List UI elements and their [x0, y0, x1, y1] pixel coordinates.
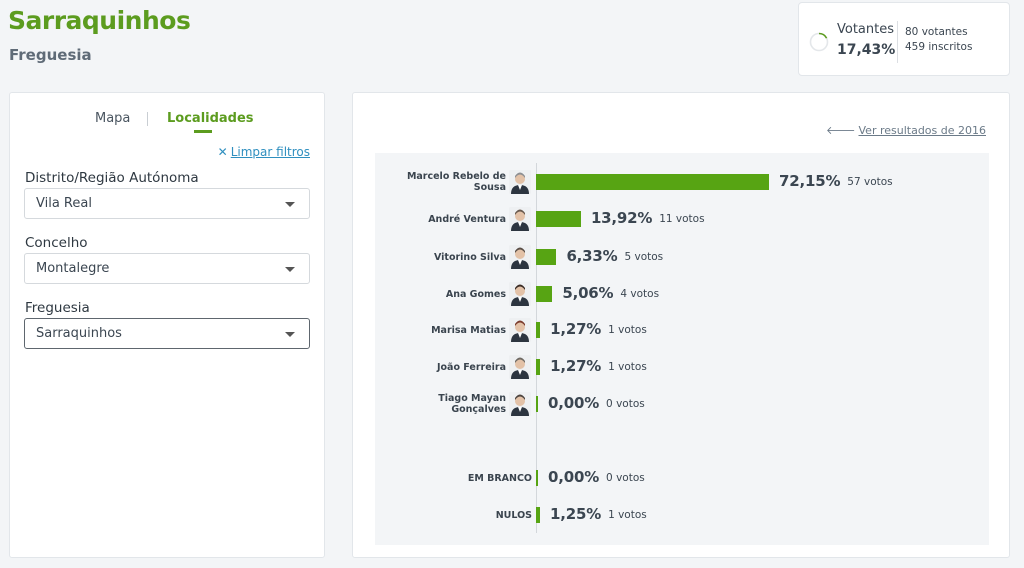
candidate-name: André Ventura [428, 214, 506, 225]
clear-filters-link[interactable]: ✕ Limpar filtros [218, 145, 310, 159]
candidate-avatar [509, 170, 531, 194]
candidate-name: NULOS [495, 510, 532, 521]
result-bar [536, 249, 557, 265]
turnout-label: Votantes [837, 22, 895, 37]
view-2016-results-label: Ver resultados de 2016 [858, 124, 987, 137]
parish-label: Freguesia [25, 300, 90, 316]
result-bar [536, 507, 541, 523]
candidate-name: João Ferreira [436, 362, 506, 373]
person-icon [509, 245, 531, 269]
result-percentage: 1,25% [550, 505, 602, 523]
result-bar [536, 211, 581, 227]
page-subtitle: Freguesia [9, 46, 92, 64]
person-icon [509, 355, 531, 379]
chevron-down-icon [285, 202, 295, 207]
page-title: Sarraquinhos [8, 6, 191, 35]
results-panel: 🡐 Ver resultados de 2016 Marcelo Rebelo d… [352, 92, 1010, 558]
arrow-left-icon: 🡐 [826, 124, 856, 137]
district-value: Vila Real [36, 196, 92, 211]
district-select[interactable]: Vila Real [24, 188, 310, 219]
turnout-progress-ring-icon [809, 32, 829, 52]
person-icon [509, 282, 531, 306]
chart-axis [536, 163, 537, 533]
result-votes: 0 votos [606, 472, 645, 484]
parish-value: Sarraquinhos [36, 326, 122, 341]
turnout-registered: 459 inscritos [905, 41, 973, 53]
tab-separator [147, 112, 148, 126]
result-percentage: 6,33% [566, 247, 618, 265]
candidate-name: Marcelo Rebelo de Sousa [406, 171, 506, 193]
result-percentage: 0,00% [548, 394, 600, 412]
result-bar [536, 396, 538, 412]
result-votes: 0 votos [606, 398, 645, 410]
result-votes: 1 votos [608, 509, 647, 521]
filters-panel: Mapa Localidades ✕ Limpar filtros Distrit… [9, 92, 325, 558]
candidate-avatar [509, 318, 531, 342]
district-label: Distrito/Região Autónoma [25, 170, 199, 186]
result-percentage: 1,27% [550, 320, 602, 338]
result-percentage: 1,27% [550, 357, 602, 375]
result-bar [536, 470, 538, 486]
person-icon [509, 318, 531, 342]
turnout-card: Votantes 17,43% 80 votantes 459 inscrito… [798, 2, 1010, 76]
chevron-down-icon [285, 332, 295, 337]
candidate-name: EM BRANCO [467, 473, 532, 484]
close-icon: ✕ [217, 145, 228, 159]
clear-filters-label: Limpar filtros [230, 145, 310, 159]
results-chart: Marcelo Rebelo de Sousa 72,15% 57 votos And… [375, 153, 989, 545]
municipality-select[interactable]: Montalegre [24, 253, 310, 284]
result-percentage: 0,00% [548, 468, 600, 486]
view-2016-results-link[interactable]: 🡐 Ver resultados de 2016 [826, 123, 986, 137]
result-bar [536, 174, 769, 190]
turnout-voters: 80 votantes [905, 26, 968, 38]
result-votes: 1 votos [608, 324, 647, 336]
turnout-divider [897, 21, 898, 63]
result-votes: 5 votos [624, 251, 664, 263]
parish-select[interactable]: Sarraquinhos [24, 318, 310, 349]
result-bar [536, 286, 553, 302]
tab-map[interactable]: Mapa [95, 111, 131, 126]
result-bar [536, 359, 541, 375]
turnout-percentage: 17,43% [837, 42, 896, 58]
result-votes: 57 votos [847, 176, 893, 188]
person-icon [509, 170, 531, 194]
result-votes: 1 votos [608, 361, 647, 373]
tab-localities[interactable]: Localidades [167, 111, 254, 126]
candidate-avatar [509, 207, 531, 231]
municipality-value: Montalegre [36, 261, 110, 276]
candidate-avatar [509, 245, 531, 269]
candidate-avatar [509, 392, 531, 416]
candidate-name: Ana Gomes [445, 289, 506, 300]
result-percentage: 72,15% [779, 172, 841, 190]
candidate-name: Vitorino Silva [433, 252, 506, 263]
active-tab-indicator [194, 130, 212, 133]
result-percentage: 13,92% [590, 209, 653, 227]
candidate-name: Marisa Matias [431, 325, 506, 336]
result-votes: 4 votos [620, 288, 660, 300]
candidate-avatar [509, 355, 531, 379]
result-votes: 11 votos [659, 213, 705, 225]
candidate-avatar [509, 282, 531, 306]
result-bar [536, 322, 541, 338]
person-icon [509, 392, 531, 416]
candidate-name: Tiago Mayan Gonçalves [438, 393, 506, 415]
chevron-down-icon [285, 267, 295, 272]
result-percentage: 5,06% [562, 284, 614, 302]
person-icon [509, 207, 531, 231]
municipality-label: Concelho [25, 235, 88, 251]
